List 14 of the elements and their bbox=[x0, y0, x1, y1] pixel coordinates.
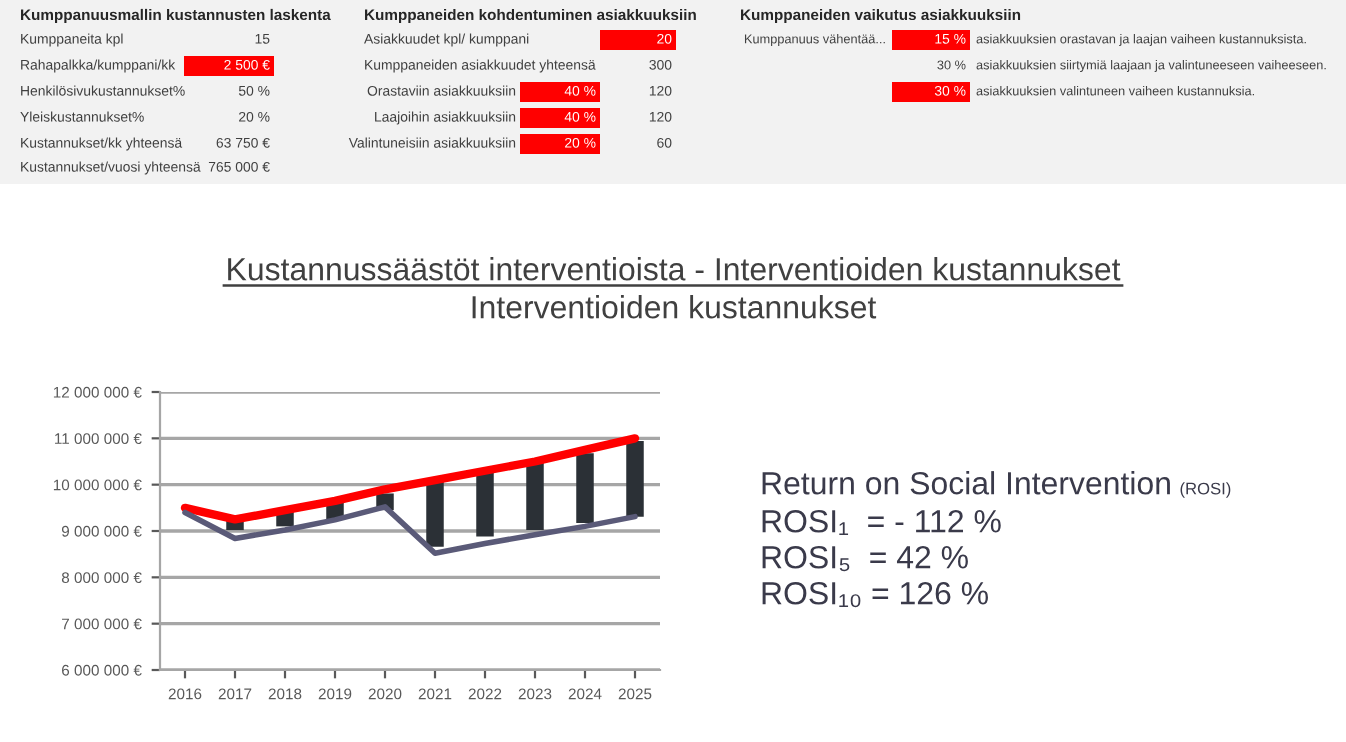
line-series bbox=[182, 504, 638, 557]
chart-title: Kustannussäästöt interventioista - Interventioiden kustannukset bbox=[228, 257, 1121, 281]
line-series bbox=[180, 434, 640, 524]
text: (ROSI) bbox=[1180, 482, 1231, 498]
text: ROSI₁ = - 112 % bbox=[762, 509, 1001, 535]
bar bbox=[426, 480, 444, 547]
bar bbox=[526, 460, 544, 531]
bar bbox=[576, 453, 594, 524]
text: ROSI₁₀ = 126 % bbox=[762, 581, 988, 608]
text: ROSI₅ = 42 % bbox=[762, 545, 968, 572]
text: Return on Social Intervention bbox=[762, 471, 1170, 495]
bar bbox=[476, 473, 494, 537]
chart-subtitle: Interventioiden kustannukset bbox=[472, 295, 877, 319]
bar bbox=[626, 441, 644, 517]
